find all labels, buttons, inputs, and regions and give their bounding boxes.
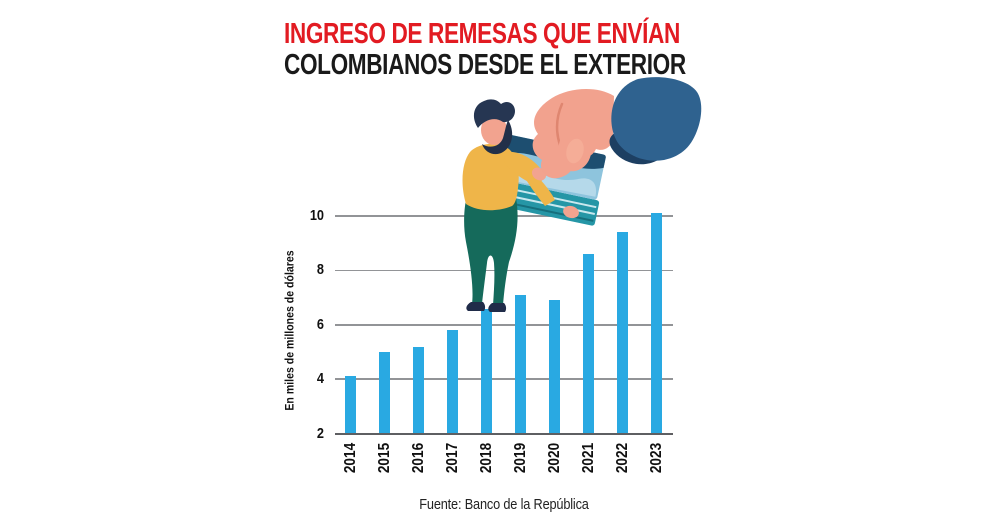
bar-2023 — [650, 213, 663, 434]
bar-2014 — [344, 376, 357, 434]
title-line-1: INGRESO DE REMESAS QUE ENVÍAN — [284, 18, 680, 50]
bar-2017 — [446, 330, 459, 434]
bar-2021 — [582, 254, 595, 434]
bar-2020 — [548, 300, 561, 434]
y-tick-label: 4 — [316, 370, 324, 388]
x-tick-label: 2023 — [647, 442, 665, 474]
y-tick-label: 10 — [309, 207, 324, 225]
gridline — [335, 324, 673, 326]
title-block: INGRESO DE REMESAS QUE ENVÍAN COLOMBIANO… — [284, 19, 799, 81]
y-tick-label: 2 — [316, 424, 324, 442]
bar-2019 — [514, 294, 527, 434]
x-tick-label: 2015 — [375, 442, 393, 474]
gridline — [335, 378, 673, 380]
bar-2015 — [378, 351, 391, 434]
x-tick-label: 2021 — [579, 442, 597, 474]
bar-2016 — [412, 346, 425, 434]
bar-2022 — [616, 232, 629, 434]
x-tick-label: 2020 — [545, 442, 563, 474]
x-tick-label: 2018 — [477, 442, 495, 474]
x-tick-label: 2017 — [443, 442, 461, 474]
bar-2018 — [480, 308, 493, 434]
title-line-2: COLOMBIANOS DESDE EL EXTERIOR — [284, 49, 686, 81]
x-tick-label: 2022 — [613, 442, 631, 474]
x-tick-label: 2016 — [409, 442, 427, 474]
x-tick-label: 2019 — [511, 442, 529, 474]
x-axis-line — [335, 432, 673, 435]
x-tick-label: 2014 — [341, 442, 359, 474]
y-tick-label: 8 — [316, 261, 324, 279]
source-note: Fuente: Banco de la República — [419, 497, 589, 513]
y-tick-label: 6 — [316, 315, 324, 333]
